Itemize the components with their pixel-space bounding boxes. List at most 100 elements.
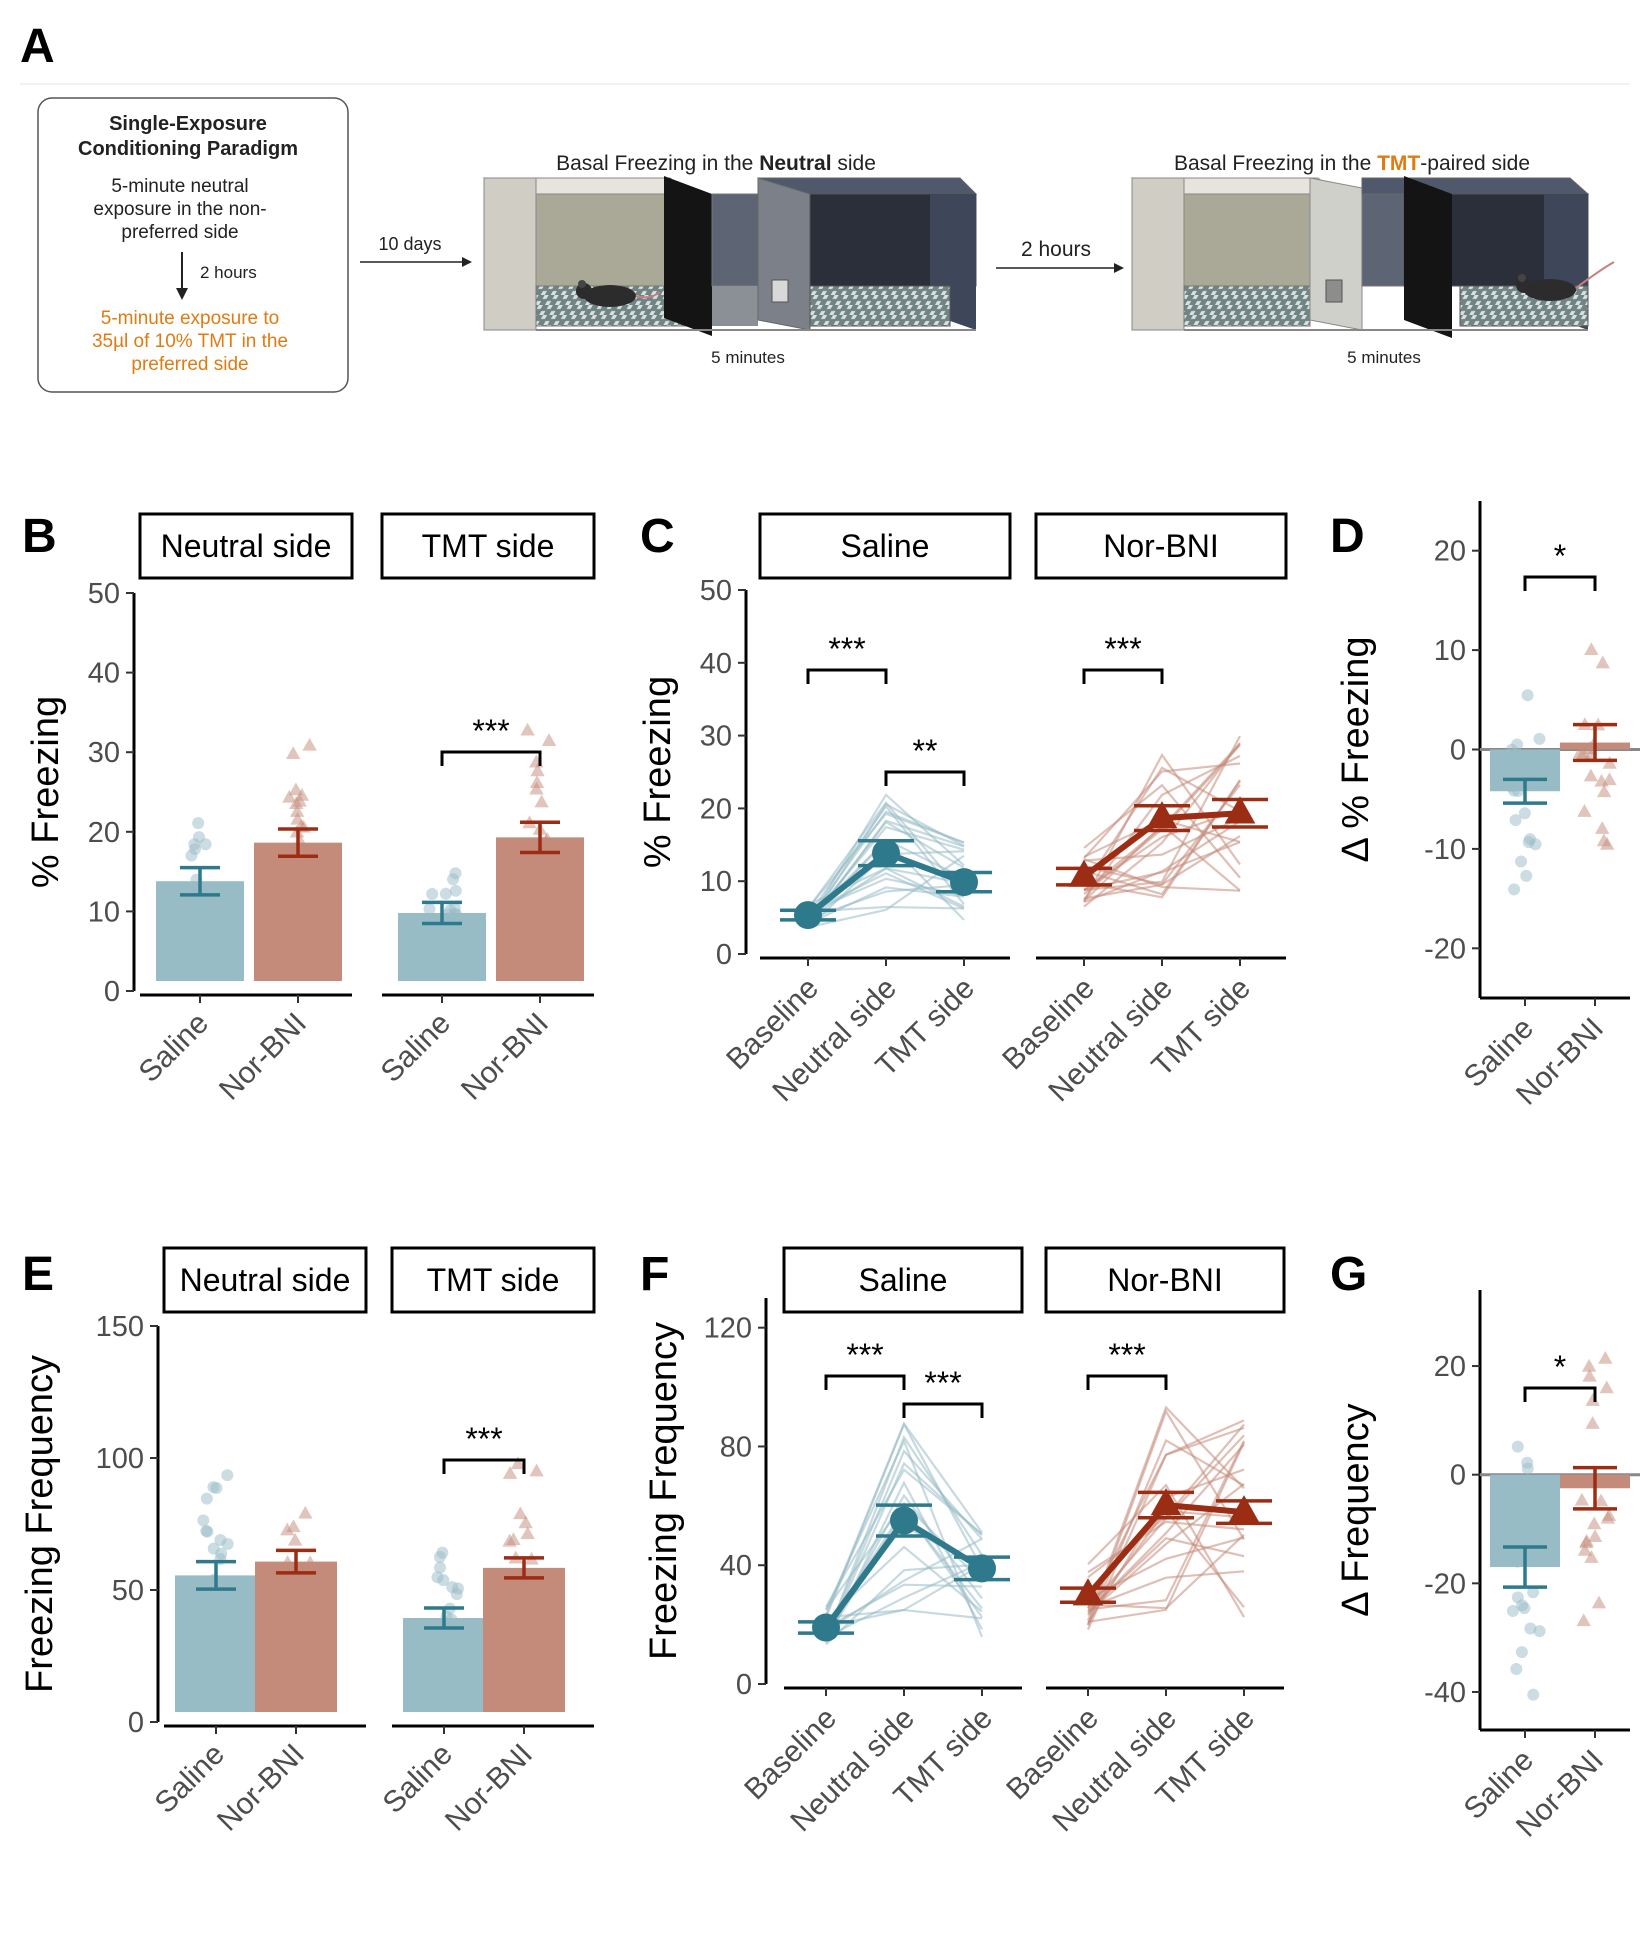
panel-b-nor-bni-point bbox=[523, 880, 538, 894]
panel-f-individual-line bbox=[824, 1461, 983, 1641]
panel-c-y-tick-label: 40 bbox=[700, 648, 732, 680]
panel-e-nor-bni-point bbox=[510, 1456, 526, 1470]
panel-g-saline-point bbox=[1527, 1688, 1540, 1701]
panel-b-y-axis-title: % Freezing bbox=[25, 696, 67, 888]
panel-d-nor-bni-point bbox=[1594, 773, 1609, 787]
panel-c-sig-2-label: *** bbox=[1104, 631, 1141, 667]
panel-b-nor-bni-point bbox=[277, 926, 292, 939]
panel-e-nor-bni-point bbox=[505, 1585, 521, 1599]
panel-g-nor-bni-point bbox=[1578, 1535, 1594, 1549]
protocol-step1-line2: exposure in the non- bbox=[93, 199, 266, 220]
panel-e-nor-bni-point bbox=[529, 1463, 544, 1477]
panel-e-saline-point bbox=[214, 1594, 227, 1607]
panel-c-facet-1-strip-label: Nor-BNI bbox=[1103, 528, 1219, 564]
panel-d-saline-point bbox=[1520, 869, 1533, 882]
panel-c-y-tick-label: 50 bbox=[700, 575, 732, 607]
panel-c-individual-line bbox=[1083, 820, 1241, 904]
panel-c-y-tick-label: 30 bbox=[700, 721, 732, 753]
panel-g-saline-point bbox=[1521, 1462, 1534, 1475]
panel-b-saline-point bbox=[442, 952, 455, 965]
panel-b-saline-point bbox=[183, 924, 196, 937]
panel-f-facet-0-strip-label: Saline bbox=[859, 1262, 948, 1298]
panel-e-nor-bni-point bbox=[286, 1519, 301, 1533]
panel-b-saline-point bbox=[439, 887, 452, 900]
panel-b-saline-point bbox=[444, 904, 457, 917]
panel-e-saline-point bbox=[197, 1514, 210, 1527]
panel-c-mean-point bbox=[1224, 796, 1256, 824]
panel-b-saline-point bbox=[437, 932, 450, 945]
panel-f-facet-1-strip-label: Nor-BNI bbox=[1107, 1262, 1223, 1298]
panel-b-saline-point bbox=[202, 948, 215, 961]
panel-g-saline-point bbox=[1527, 1586, 1540, 1599]
panel-d-nor-bni-point bbox=[1595, 821, 1610, 834]
panel-g-y-tick-label: -20 bbox=[1424, 1568, 1466, 1600]
protocol-title-line1: Single-Exposure bbox=[109, 113, 267, 135]
panel-c-sig-0-bracket bbox=[806, 668, 888, 684]
panel-e-chart: E Neutral side TMT side 0 50 100 150 Freezing … bbox=[19, 1246, 596, 1838]
panel-e-x-tick-label: Nor-BNI bbox=[439, 1738, 539, 1838]
panel-e-saline-point bbox=[433, 1551, 446, 1564]
protocol-title-line2: Conditioning Paradigm bbox=[78, 138, 298, 160]
panel-d-saline-point bbox=[1515, 855, 1528, 868]
panel-b-x-tick-label: Saline bbox=[133, 1007, 215, 1089]
panel-f-individual-line bbox=[1086, 1405, 1245, 1621]
panel-e-saline-point bbox=[207, 1542, 220, 1555]
panel-b-saline-point bbox=[192, 817, 205, 830]
panel-g-saline-point bbox=[1511, 1555, 1524, 1568]
panel-c-individual-line bbox=[807, 872, 965, 914]
panel-f-individual-line bbox=[1087, 1483, 1245, 1615]
panel-c-mean-point bbox=[950, 868, 978, 897]
divider-door bbox=[664, 176, 712, 336]
panel-e-saline-point bbox=[221, 1469, 234, 1482]
scene-neutral: Basal Freezing in the Neutral side bbox=[482, 152, 978, 367]
panel-c-sig-2-bracket bbox=[1082, 668, 1164, 684]
panel-b-y-tick-label: 50 bbox=[88, 578, 120, 610]
scene1-title: Basal Freezing in the Neutral side bbox=[556, 152, 876, 175]
panel-g-saline-point bbox=[1531, 1489, 1544, 1502]
panel-d-nor-bni-point bbox=[1572, 745, 1588, 759]
panel-d-y-tick-label: 0 bbox=[1450, 735, 1466, 767]
panel-c-individual-line bbox=[807, 801, 965, 910]
panel-c-individual-line bbox=[807, 820, 965, 925]
protocol-step2-line2: 35µl of 10% TMT in the bbox=[92, 331, 288, 352]
panel-e-nor-bni-point bbox=[513, 1506, 528, 1520]
panel-d-nor-bni-point bbox=[1577, 804, 1592, 817]
panel-e-nor-bni-point bbox=[294, 1606, 310, 1619]
panel-c-individual-line bbox=[1083, 783, 1241, 879]
panel-e-nor-bni-point bbox=[505, 1608, 520, 1621]
panel-c-individual-line bbox=[1083, 754, 1241, 901]
panel-f-individual-line bbox=[824, 1421, 983, 1616]
mouse-icon-2 bbox=[1524, 279, 1576, 301]
panel-g-nor-bni-point bbox=[1582, 1368, 1597, 1382]
panel-b-saline-point bbox=[188, 838, 201, 851]
panel-g-nor-bni-point bbox=[1584, 1550, 1599, 1563]
panel-e-nor-bni-point bbox=[502, 1533, 517, 1547]
panel-e-y-tick-label: 50 bbox=[112, 1575, 144, 1607]
chamber-wall-light bbox=[483, 177, 537, 331]
panel-b-nor-bni-point bbox=[282, 789, 297, 803]
panel-b-saline-point bbox=[198, 900, 211, 913]
panel-e-y-axis-title: Freezing Frequency bbox=[19, 1355, 61, 1693]
panel-g-saline-point bbox=[1511, 1440, 1524, 1453]
panel-b-nor-bni-point bbox=[298, 870, 314, 884]
panel-label-a: A bbox=[20, 20, 55, 73]
arrow-10-days: 10 days bbox=[360, 234, 472, 267]
panel-e-nor-bni-point bbox=[303, 1591, 318, 1605]
panel-e-y-tick-label: 150 bbox=[96, 1311, 144, 1343]
panel-e-nor-bni-point bbox=[502, 1466, 518, 1479]
panel-b-y-tick-label: 10 bbox=[88, 896, 120, 928]
panel-g-nor-bni-point bbox=[1581, 1358, 1597, 1372]
panel-d-y-tick-label: -20 bbox=[1424, 933, 1466, 965]
panel-d-y-tick-label: 10 bbox=[1434, 635, 1466, 667]
panel-g-nor-bni-point bbox=[1593, 1493, 1609, 1507]
panel-b-nor-bni-point bbox=[302, 737, 317, 751]
panel-d-saline-point bbox=[1533, 732, 1546, 745]
panel-g-nor-bni-point bbox=[1576, 1613, 1591, 1627]
panel-d-nor-bni-point bbox=[1596, 784, 1612, 798]
panel-g-saline-point bbox=[1510, 1546, 1523, 1559]
panel-b-bar-nor-bni bbox=[496, 837, 584, 981]
panel-e-nor-bni-point bbox=[530, 1613, 546, 1627]
panel-e-saline-point bbox=[437, 1574, 450, 1587]
panel-e-bar-nor-bni bbox=[483, 1567, 565, 1712]
